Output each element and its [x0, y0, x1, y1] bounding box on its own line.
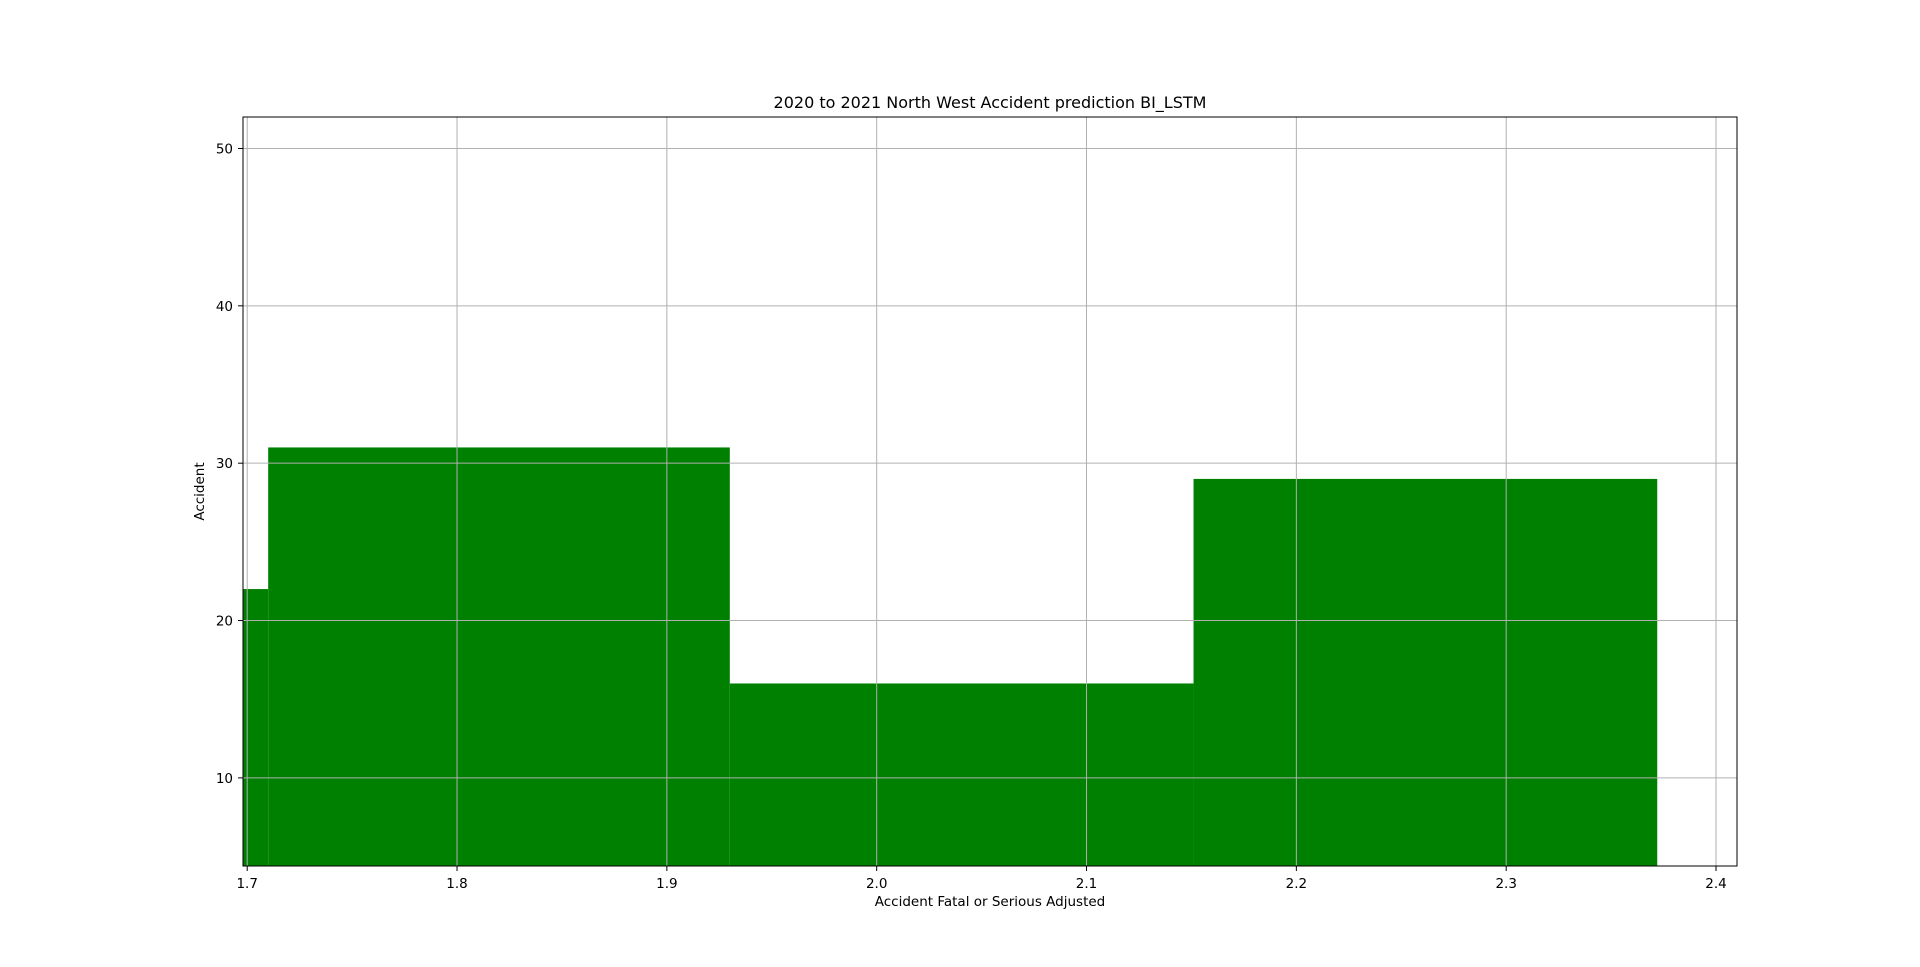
x-axis-label: Accident Fatal or Serious Adjusted [875, 894, 1106, 910]
plot-frame [242, 116, 1738, 867]
y-tick-label: 50 [216, 141, 233, 157]
y-axis-label: Accident [192, 462, 208, 520]
x-tick-label: 1.9 [656, 876, 677, 892]
bars [243, 447, 1658, 866]
bar [268, 447, 730, 866]
y-tick-label: 10 [216, 771, 233, 787]
ticks: 1.7 1.8 1.9 2.0 2.1 2.2 2.3 2.4 10 20 30 40 50 [216, 141, 1727, 892]
x-tick-label: 2.2 [1286, 876, 1307, 892]
x-tick-label: 1.7 [236, 876, 257, 892]
y-tick-label: 40 [216, 299, 233, 315]
x-tick-label: 1.8 [446, 876, 467, 892]
x-tick-label: 2.4 [1705, 876, 1726, 892]
x-tick-label: 2.3 [1495, 876, 1516, 892]
y-tick-label: 20 [216, 614, 233, 630]
x-tick-label: 2.1 [1076, 876, 1097, 892]
chart-title: 2020 to 2021 North West Accident predict… [774, 93, 1207, 113]
bar [1193, 478, 1658, 866]
x-tick-label: 2.0 [866, 876, 887, 892]
grid [243, 117, 1737, 866]
y-tick-label: 30 [216, 456, 233, 472]
bar [729, 683, 1194, 866]
